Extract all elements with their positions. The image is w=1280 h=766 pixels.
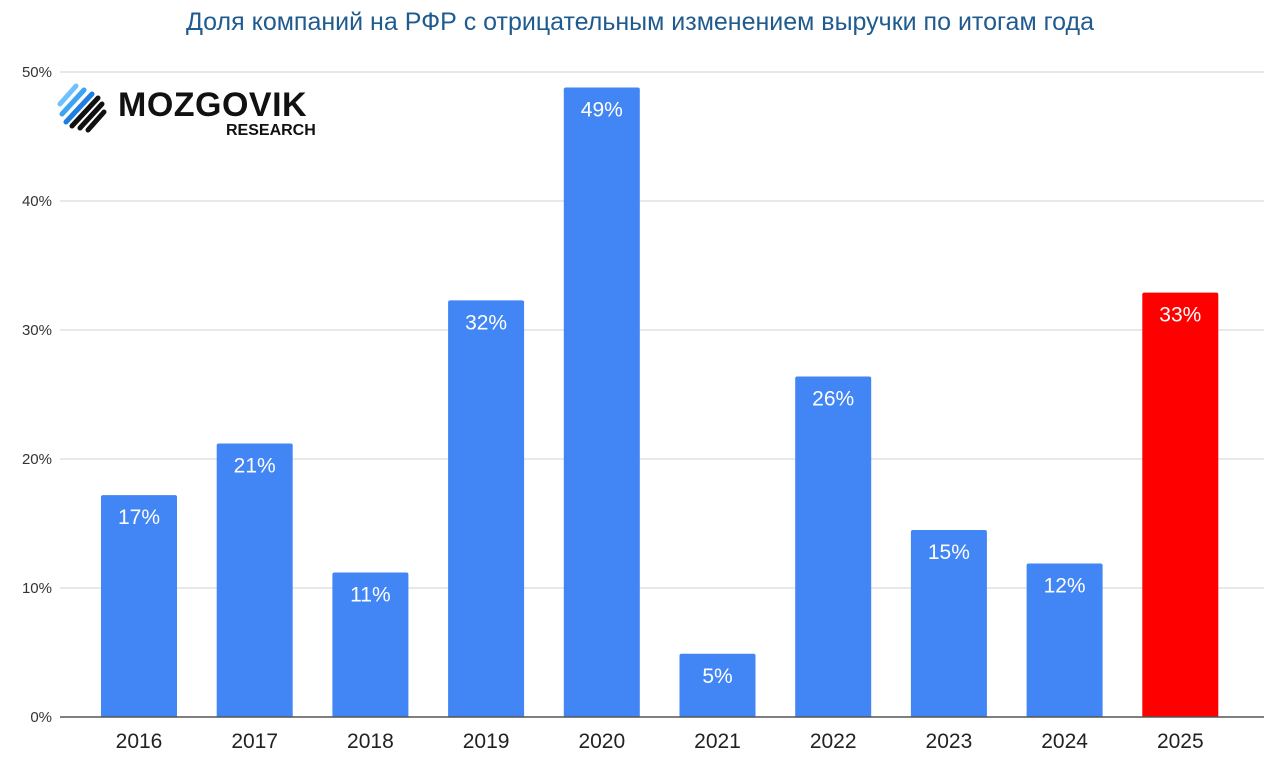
data-label-2023: 15% bbox=[928, 541, 970, 564]
data-labels: 17% 21% 11% 32% 49% 5% 26% 15% 12% 33% bbox=[118, 98, 1201, 687]
bars bbox=[101, 87, 1219, 718]
x-tick-label-2016: 2016 bbox=[116, 730, 163, 753]
bar-2023 bbox=[910, 529, 987, 717]
bar-2016 bbox=[101, 495, 177, 717]
x-tick-label-2017: 2017 bbox=[231, 730, 278, 753]
bar-2021 bbox=[679, 653, 756, 717]
y-axis-ticks: 0% 10% 20% 30% 40% 50% bbox=[22, 64, 52, 726]
bar-2017 bbox=[216, 443, 293, 717]
y-tick-label: 20% bbox=[22, 451, 52, 468]
x-tick-label-2024: 2024 bbox=[1041, 730, 1088, 753]
chart-title: Доля компаний на РФР с отрицательным изм… bbox=[185, 8, 1095, 36]
data-label-2020: 49% bbox=[581, 98, 623, 121]
diagonal-stripes-logo-icon bbox=[57, 83, 107, 133]
mozgovik-logo: MOZGOVIK RESEARCH bbox=[56, 82, 336, 144]
data-label-2022: 26% bbox=[812, 387, 854, 410]
y-tick-label: 30% bbox=[22, 322, 52, 339]
data-label-2016: 17% bbox=[118, 506, 160, 529]
bar-2025 bbox=[1142, 292, 1219, 717]
data-label-2018: 11% bbox=[350, 584, 390, 607]
data-label-2019: 32% bbox=[465, 311, 507, 334]
x-tick-label-2022: 2022 bbox=[810, 730, 857, 753]
bar-2018 bbox=[332, 572, 409, 717]
data-label-2025: 33% bbox=[1159, 304, 1201, 327]
x-tick-label-2018: 2018 bbox=[347, 730, 394, 753]
data-label-2017: 21% bbox=[234, 455, 276, 478]
y-tick-label: 50% bbox=[22, 64, 52, 81]
x-axis-ticks: 2016 2017 2018 2019 2020 2021 2022 2023 2024 2025 bbox=[116, 730, 1204, 753]
data-label-2024: 12% bbox=[1044, 574, 1086, 597]
y-tick-label: 10% bbox=[22, 580, 52, 597]
bar-2024 bbox=[1026, 563, 1103, 717]
x-tick-label-2019: 2019 bbox=[463, 730, 510, 753]
x-tick-label-2021: 2021 bbox=[694, 730, 741, 753]
bar-2019 bbox=[448, 300, 525, 717]
y-tick-label: 0% bbox=[30, 709, 52, 726]
x-tick-label-2023: 2023 bbox=[926, 730, 973, 753]
logo-wordmark: MOZGOVIK bbox=[118, 86, 308, 124]
bar-2022 bbox=[795, 376, 872, 717]
logo-subtitle: RESEARCH bbox=[226, 122, 316, 139]
bar-2020 bbox=[563, 87, 640, 718]
x-tick-label-2025: 2025 bbox=[1157, 730, 1204, 753]
x-tick-label-2020: 2020 bbox=[578, 730, 625, 753]
data-label-2021: 5% bbox=[702, 665, 732, 688]
y-tick-label: 40% bbox=[22, 193, 52, 210]
